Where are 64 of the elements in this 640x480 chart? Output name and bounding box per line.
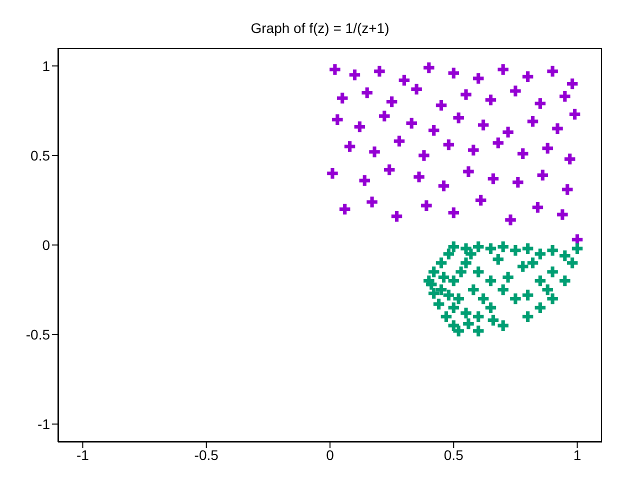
y-tick-label: 0.5 <box>30 147 50 164</box>
point <box>522 311 534 322</box>
point <box>560 275 570 286</box>
point <box>510 245 521 256</box>
point <box>436 284 447 296</box>
point <box>448 275 460 286</box>
point <box>438 272 450 283</box>
point <box>448 241 460 252</box>
point <box>522 243 534 254</box>
point <box>472 311 484 322</box>
point <box>456 266 466 278</box>
point <box>460 308 472 318</box>
point <box>518 261 528 272</box>
point <box>448 302 460 314</box>
point <box>472 326 484 336</box>
point <box>436 258 447 268</box>
point <box>547 293 558 304</box>
point <box>448 320 460 331</box>
y-tick-label: -0.5 <box>26 326 50 343</box>
point <box>498 320 508 331</box>
y-tick-label: 0 <box>42 236 50 253</box>
point <box>542 284 553 296</box>
point <box>428 288 440 299</box>
x-tick-label: 0.5 <box>444 446 464 463</box>
point <box>463 318 474 330</box>
x-tick-label: 1 <box>573 446 582 463</box>
point <box>534 275 546 286</box>
chart-title: Graph of f(z) = 1/(z+1) <box>250 20 390 36</box>
point <box>527 258 538 268</box>
x-tick-label: 0 <box>326 446 334 463</box>
point <box>460 258 472 268</box>
point <box>502 272 514 283</box>
point <box>466 248 476 260</box>
point <box>522 290 534 301</box>
point <box>572 243 583 254</box>
point <box>478 293 489 304</box>
point <box>485 302 496 314</box>
point <box>440 311 452 322</box>
point <box>453 293 464 304</box>
point <box>492 254 504 265</box>
point <box>498 284 508 296</box>
point <box>468 284 479 296</box>
point <box>443 248 454 260</box>
point <box>428 266 440 278</box>
point <box>547 266 558 278</box>
point <box>472 266 484 278</box>
point <box>433 298 444 310</box>
point <box>424 275 434 286</box>
point <box>560 250 570 262</box>
point <box>488 314 499 326</box>
point <box>547 245 558 256</box>
x-tick-label: -1 <box>76 446 90 463</box>
point <box>534 302 546 314</box>
point <box>566 258 578 268</box>
y-tick-label: 1 <box>42 58 50 74</box>
point <box>443 290 454 301</box>
point <box>485 275 496 286</box>
point <box>472 241 484 252</box>
point <box>498 241 508 252</box>
x-tick-label: -0.5 <box>194 446 219 463</box>
y-tick-label: -1 <box>38 416 50 432</box>
point <box>534 248 546 260</box>
point <box>510 293 521 304</box>
point <box>485 243 496 254</box>
